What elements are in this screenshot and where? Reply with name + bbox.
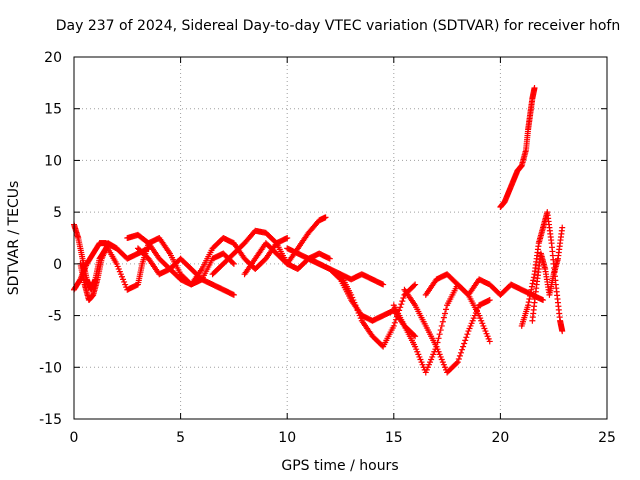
y-tick-labels: -15 -10 -5 0 5 10 15 20 [39,50,62,428]
data-point [443,306,450,313]
y-axis-label: SDTVAR / TECUs [6,181,22,296]
y-tick-label: -5 [48,309,62,325]
x-tick-label: 15 [385,430,403,446]
data-point [398,301,405,308]
data-point [436,331,443,338]
data-points [71,85,566,376]
data-point [530,274,537,281]
data-point [230,260,237,267]
data-point [559,224,566,231]
data-point [525,302,532,309]
series-sat-p [497,85,538,210]
axis-ticks [73,56,608,420]
data-point [113,245,120,252]
data-point [528,283,535,290]
x-tick-label: 10 [278,430,296,446]
data-point [412,281,419,288]
data-point [526,296,533,303]
data-point [391,319,398,326]
y-tick-label: 15 [44,102,62,118]
series-sat-n [401,286,493,376]
series-sat-h [209,227,333,278]
data-point [527,292,534,299]
data-point [464,331,471,338]
data-point [527,289,534,296]
data-point [411,282,418,289]
data-point [230,291,237,298]
data-point [380,281,387,288]
x-tick-label: 5 [176,430,185,446]
data-point [486,297,493,304]
data-point [399,298,406,305]
y-tick-label: 0 [53,257,62,273]
plot-frame [73,56,608,420]
data-point [272,239,279,246]
data-point [400,294,407,301]
data-point [530,277,537,284]
data-point [437,327,444,334]
series-sat-o [422,271,547,304]
y-tick-label: -15 [39,412,62,428]
data-point [412,333,419,340]
data-point [438,322,445,329]
x-tick-label: 25 [598,430,616,446]
data-point [229,259,236,266]
series-sat-f [134,245,237,298]
y-tick-label: 10 [44,153,62,169]
data-point [390,322,397,329]
y-tick-label: -10 [39,360,62,376]
data-point [326,255,333,262]
data-point [559,328,566,335]
x-tick-label: 0 [70,430,79,446]
data-point [540,297,547,304]
data-point [322,214,329,221]
data-point [459,346,466,353]
series-sat-q [518,209,566,335]
data-point [439,318,446,325]
data-point [454,359,461,366]
data-point [456,352,463,359]
data-point [463,334,470,341]
data-point [462,337,469,344]
data-point [392,316,399,323]
data-point [460,343,467,350]
data-point [411,332,418,339]
series-sat-c [77,240,120,304]
series-sat-m [390,281,493,376]
data-point [397,304,404,311]
data-point [528,286,535,293]
chart-title: Day 237 of 2024, Sidereal Day-to-day VTE… [56,18,620,34]
data-point [284,235,291,241]
x-tick-labels: 0 5 10 15 20 25 [70,430,616,446]
data-point [453,360,460,367]
data-point [529,280,536,287]
data-point [531,85,538,92]
x-tick-label: 20 [491,430,509,446]
y-tick-label: 20 [44,50,62,66]
series-sat-r [529,224,566,324]
data-point [461,340,468,347]
data-point [440,314,447,321]
data-point [435,335,442,342]
data-point [441,310,448,317]
x-axis-label: GPS time / hours [281,458,398,474]
y-tick-label: 5 [53,205,62,221]
series-sat-i [241,214,329,278]
data-point [525,299,532,306]
data-point [455,356,462,363]
data-point [457,349,464,356]
data-point [486,338,493,345]
